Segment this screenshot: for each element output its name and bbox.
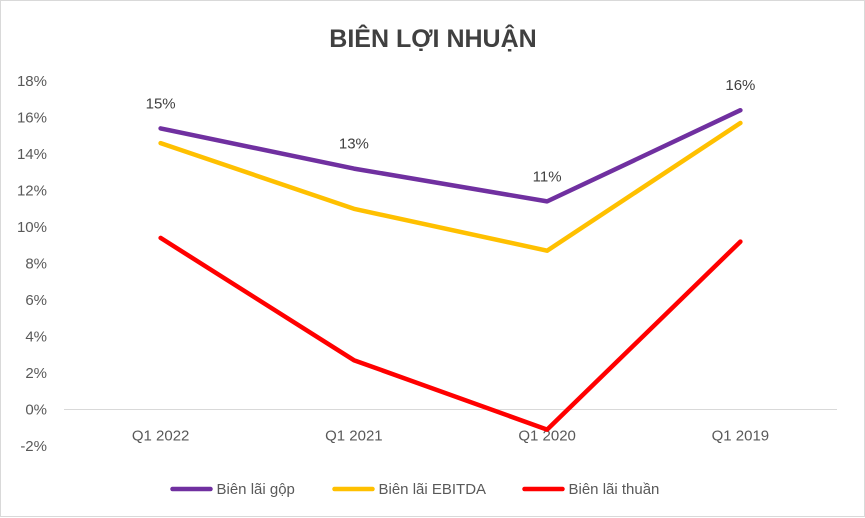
data-label: 15% <box>146 95 176 112</box>
y-tick-label: 2% <box>25 365 47 382</box>
legend-label: Biên lãi EBITDA <box>379 481 487 498</box>
y-tick-label: -2% <box>20 438 47 455</box>
y-tick-label: 0% <box>25 402 47 419</box>
data-label: 13% <box>339 136 369 153</box>
series-line <box>158 235 743 432</box>
data-labels: 15% 13% 11% 16% <box>146 77 756 185</box>
x-tick-label: Q1 2019 <box>712 428 770 445</box>
x-tick-label: Q1 2022 <box>132 428 190 445</box>
x-tick-label: Q1 2020 <box>518 428 576 445</box>
x-tick-label: Q1 2021 <box>325 428 383 445</box>
legend-item: Biên lãi gộp <box>170 481 295 498</box>
legend-label: Biên lãi thuần <box>569 481 660 498</box>
y-tick-label: 16% <box>17 110 47 127</box>
y-axis-tick-labels: -2% 0% 2% 4% 6% 8% 10% 12% 14% 16% 18% <box>17 73 47 455</box>
y-tick-label: 4% <box>25 329 47 346</box>
series-lines <box>158 107 743 432</box>
series-line <box>158 107 743 204</box>
y-tick-label: 6% <box>25 292 47 309</box>
y-tick-label: 10% <box>17 219 47 236</box>
data-label: 16% <box>725 77 755 94</box>
legend-item: Biên lãi EBITDA <box>332 481 487 498</box>
series-line <box>158 120 743 253</box>
y-tick-label: 14% <box>17 146 47 163</box>
y-tick-label: 12% <box>17 183 47 200</box>
legend: Biên lãi gộp Biên lãi EBITDA Biên lãi thuầ… <box>170 481 660 498</box>
y-tick-label: 18% <box>17 73 47 90</box>
y-tick-label: 8% <box>25 256 47 273</box>
data-label: 11% <box>533 168 562 185</box>
legend-label: Biên lãi gộp <box>217 481 295 498</box>
legend-item: Biên lãi thuần <box>522 481 660 498</box>
chart-title: BIÊN LỢI NHUẬN <box>329 23 536 53</box>
x-axis-tick-labels: Q1 2022 Q1 2021 Q1 2020 Q1 2019 <box>132 428 769 445</box>
